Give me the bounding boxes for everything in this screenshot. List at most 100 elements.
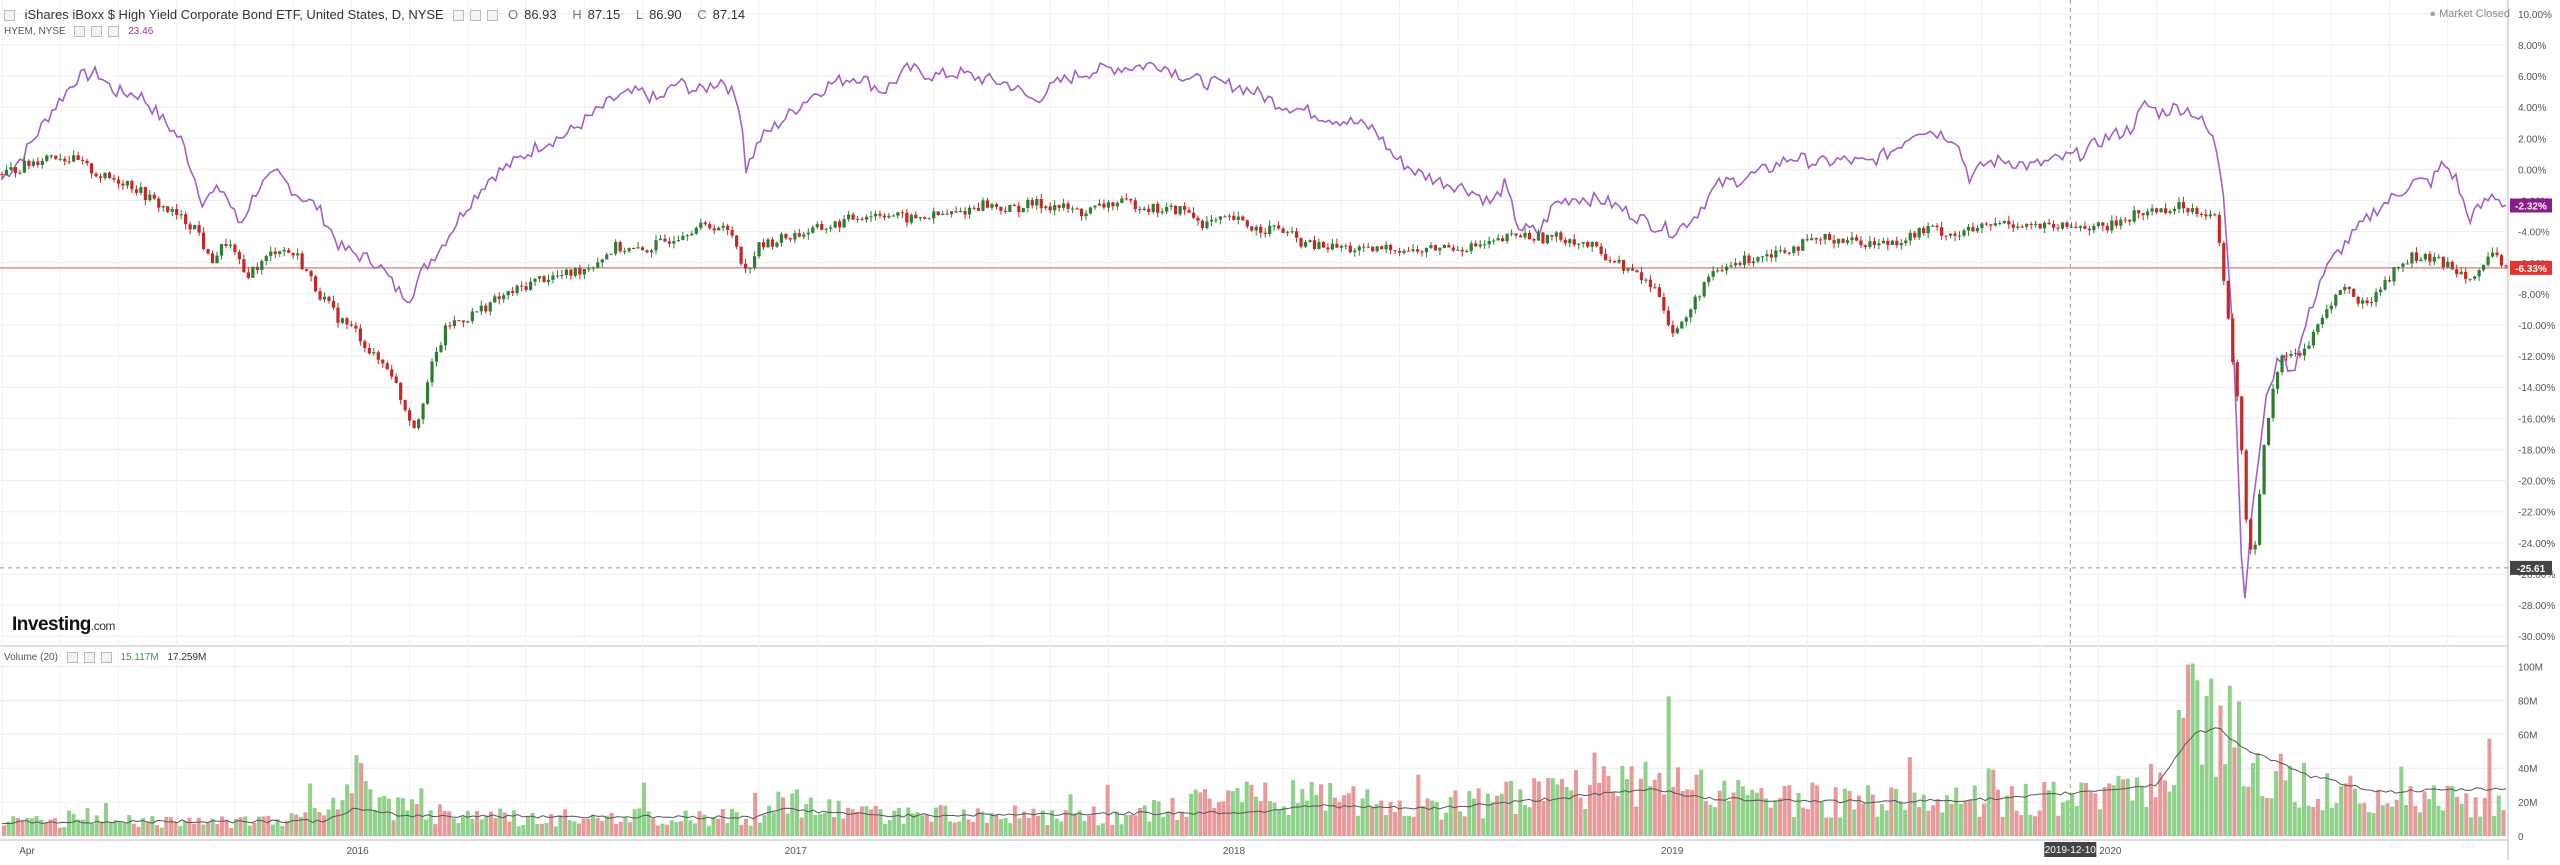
volume-bar (2450, 786, 2455, 836)
volume-bar (1133, 815, 1138, 836)
volume-bar (2232, 747, 2237, 836)
volume-bar (6, 821, 11, 836)
candle-body (833, 221, 837, 228)
candle-body (932, 211, 936, 219)
volume-bar (716, 818, 721, 836)
volume-bar (2074, 805, 2079, 836)
candle-body (703, 222, 707, 225)
volume-bar (372, 809, 377, 836)
candle-body (1931, 225, 1935, 227)
candle-body (72, 155, 76, 162)
volume-bar (340, 800, 345, 836)
volume-bar (2097, 809, 2102, 836)
y-tick-label: -4.00% (2518, 228, 2550, 239)
collapse-icon[interactable] (4, 10, 15, 22)
volume-bar (2009, 786, 2014, 836)
volume-bar (1263, 782, 1268, 836)
candle-body (269, 251, 273, 257)
candle-body (45, 155, 49, 161)
candle-body (2043, 222, 2047, 229)
volume-bar (2, 825, 7, 836)
candle-body (152, 194, 156, 199)
eye-icon[interactable] (453, 10, 465, 22)
volume-bar (2102, 787, 2107, 836)
volume-bar (734, 812, 739, 836)
settings-icon[interactable] (83, 652, 95, 663)
volume-bar (2436, 805, 2441, 836)
volume-bar (1550, 778, 1555, 836)
y-tick-label: -12.00% (2518, 352, 2555, 363)
volume-bar (1504, 781, 1509, 836)
volume-bar (1012, 805, 1017, 836)
volume-bar (266, 815, 271, 836)
volume-bar (1281, 806, 1286, 836)
volume-bar (437, 804, 442, 836)
volume-bar (377, 797, 382, 836)
volume-bar (1356, 815, 1361, 836)
volume-bar (822, 812, 827, 836)
candle-body (1595, 242, 1599, 247)
volume-bar (530, 812, 535, 836)
candle-body (2190, 208, 2195, 212)
volume-bar (535, 824, 540, 836)
eye-icon[interactable] (74, 26, 86, 37)
close-icon[interactable] (108, 26, 120, 37)
candle-body (479, 305, 483, 312)
candle-body (811, 227, 815, 233)
candle-body (1308, 240, 1312, 243)
candle-body (193, 225, 197, 230)
candle-body (1048, 206, 1052, 211)
candle-body (2002, 220, 2006, 224)
candle-body (1689, 309, 1693, 318)
settings-icon[interactable] (470, 10, 482, 22)
candle-body (2204, 214, 2208, 217)
eye-icon[interactable] (66, 652, 78, 663)
volume-bar (1254, 796, 1259, 836)
volume-bar (1049, 810, 1055, 836)
volume-bar (94, 815, 99, 836)
candle-body (31, 161, 35, 166)
candle-body (851, 214, 855, 220)
volume-bar (1870, 794, 1875, 836)
volume-bar (841, 818, 846, 836)
candle-body (1478, 244, 1482, 247)
candle-body (1156, 203, 1160, 213)
candle-body (1380, 246, 1384, 250)
candle-body (1518, 235, 1523, 238)
candle-body (1801, 239, 1805, 251)
candle-body (537, 276, 542, 279)
candle-body (1187, 210, 1191, 213)
volume-bar (488, 811, 493, 836)
candle-body (2253, 544, 2257, 550)
volume-bar (2325, 773, 2330, 836)
volume-bar (2408, 786, 2413, 836)
candle-body (1026, 200, 1030, 209)
close-icon[interactable] (100, 652, 112, 663)
candle-body (1832, 239, 1836, 244)
volume-bar (1768, 807, 1773, 836)
settings-icon[interactable] (91, 26, 103, 37)
volume-bar (196, 817, 201, 836)
candle-body (515, 285, 519, 294)
candle-body (1662, 297, 1666, 311)
candle-body (1881, 240, 1885, 244)
volume-bar (961, 809, 966, 836)
volume-bar (2144, 806, 2149, 836)
volume-tick-label: 20M (2518, 798, 2537, 809)
volume-bar (224, 819, 229, 836)
candle-body (1415, 249, 1420, 252)
close-icon[interactable] (487, 10, 499, 22)
volume-bar (1383, 815, 1388, 836)
volume-bar (1165, 811, 1170, 836)
volume-bar (284, 820, 289, 836)
candle-body (1303, 242, 1308, 247)
volume-bar (2084, 783, 2089, 836)
candle-body (201, 232, 206, 250)
candle-body (2405, 263, 2410, 265)
volume-bar (1420, 805, 1425, 836)
candle-body (1823, 234, 1827, 240)
candle-body (779, 234, 784, 243)
